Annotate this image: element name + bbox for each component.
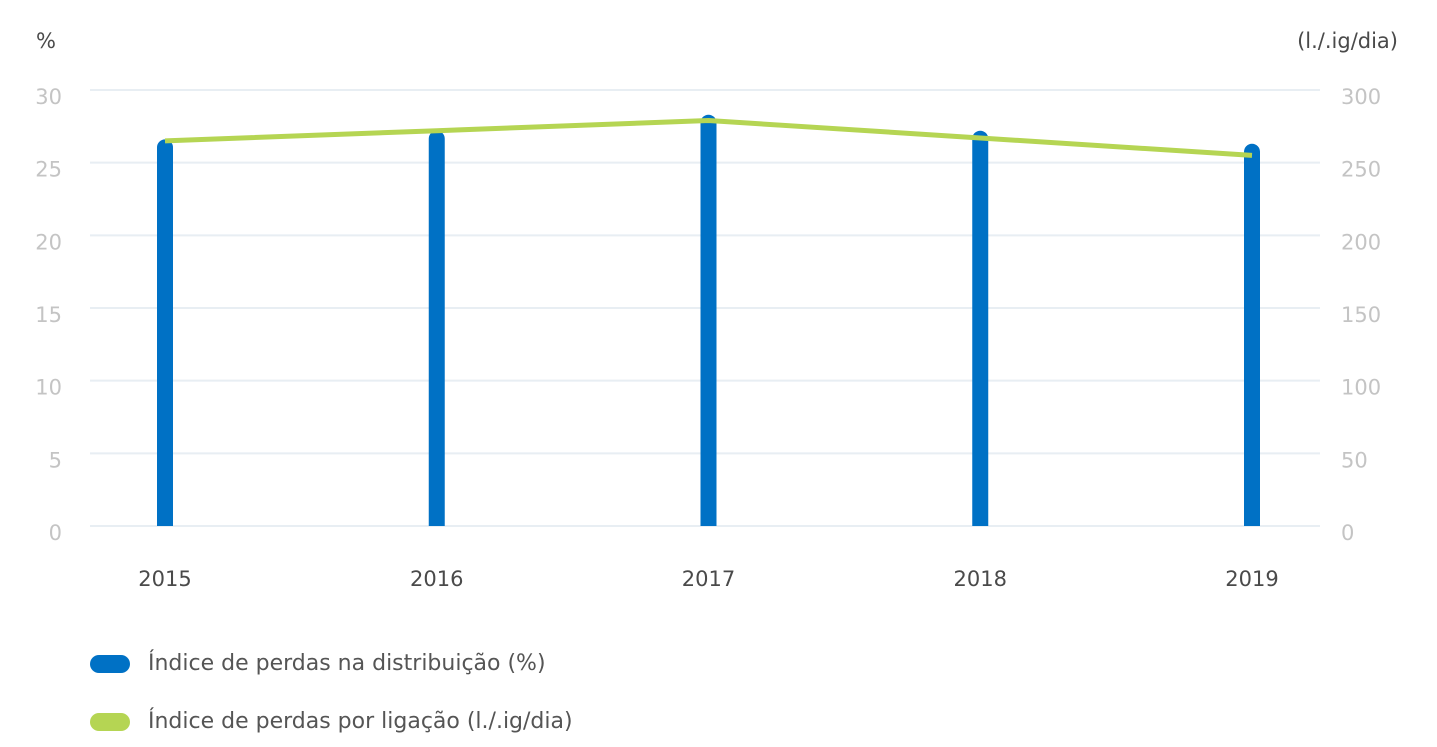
y-tick-label: 25 [35, 158, 62, 182]
bar [1244, 143, 1260, 527]
legend-label: Índice de perdas por ligação (l./.ig/dia… [148, 708, 573, 734]
y-axis-label: % [36, 29, 56, 53]
y2-tick-label: 250 [1341, 158, 1381, 182]
bar [700, 114, 717, 526]
y2-tick-label: 50 [1341, 448, 1368, 472]
y2-tick-label: 100 [1341, 376, 1381, 400]
legend-swatch [90, 713, 130, 731]
y-tick-label: 30 [35, 85, 62, 109]
y2-tick-label: 200 [1341, 230, 1381, 254]
y2-tick-label: 0 [1341, 521, 1354, 545]
bar [428, 130, 445, 526]
bar [157, 139, 173, 526]
y-tick-label: 10 [35, 376, 62, 400]
legend-label: Índice de perdas na distribuição (%) [148, 650, 546, 676]
y-tick-label: 0 [49, 521, 62, 545]
x-tick-label: 2019 [1225, 567, 1278, 591]
y-tick-label: 5 [49, 448, 62, 472]
x-tick-label: 2016 [410, 567, 463, 591]
x-tick-label: 2017 [682, 567, 735, 591]
y-tick-label: 15 [35, 303, 62, 327]
x-tick-label: 2018 [954, 567, 1007, 591]
line [164, 118, 1253, 158]
y-tick-label: 20 [35, 230, 62, 254]
y2-axis-label: (l./.ig/dia) [1297, 29, 1398, 53]
x-tick-label: 2015 [138, 567, 191, 591]
bar [972, 130, 989, 526]
y2-tick-label: 150 [1341, 303, 1381, 327]
legend-swatch [90, 655, 130, 673]
y2-tick-label: 300 [1341, 85, 1381, 109]
